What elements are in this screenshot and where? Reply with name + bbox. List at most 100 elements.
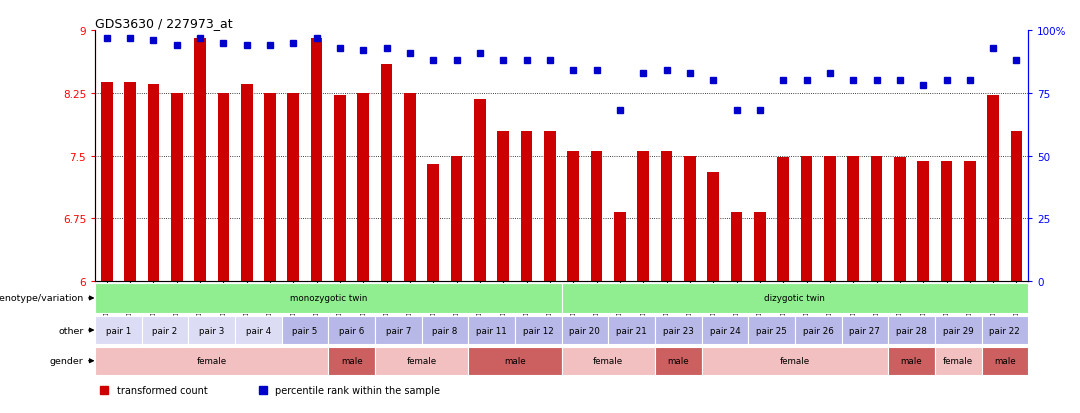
Text: dizygotic twin: dizygotic twin [765,294,825,303]
Bar [375,316,421,344]
Bar [95,283,562,313]
Text: pair 7: pair 7 [386,326,411,335]
Text: pair 5: pair 5 [293,326,318,335]
Bar [615,212,625,282]
Text: male: male [504,356,526,366]
Bar [562,347,654,375]
Bar [731,212,742,282]
Text: pair 6: pair 6 [339,326,364,335]
Bar [375,347,469,375]
Bar [795,316,841,344]
Bar [148,85,159,282]
Bar [498,131,509,282]
Text: pair 20: pair 20 [569,326,600,335]
Bar [608,316,654,344]
Text: pair 12: pair 12 [523,326,554,335]
Bar [870,156,882,282]
Bar [684,156,696,282]
Bar [282,316,328,344]
Bar [964,161,975,282]
Text: pair 1: pair 1 [106,326,131,335]
Text: pair 3: pair 3 [199,326,225,335]
Bar [404,94,416,282]
Text: pair 2: pair 2 [152,326,177,335]
Text: pair 22: pair 22 [989,326,1021,335]
Text: GDS3630 / 227973_at: GDS3630 / 227973_at [95,17,232,30]
Bar [450,156,462,282]
Bar [654,316,702,344]
Bar [702,316,748,344]
Bar [265,94,275,282]
Bar [661,152,673,282]
Bar [841,316,888,344]
Text: female: female [593,356,623,366]
Bar [124,83,136,282]
Bar [421,316,469,344]
Bar [917,161,929,282]
Bar [654,347,702,375]
Text: male: male [994,356,1015,366]
Bar [935,347,982,375]
Bar [188,316,235,344]
Text: monozygotic twin: monozygotic twin [289,294,367,303]
Bar [95,347,328,375]
Text: male: male [901,356,922,366]
Text: pair 8: pair 8 [432,326,458,335]
Text: pair 27: pair 27 [850,326,880,335]
Text: pair 29: pair 29 [943,326,973,335]
Bar [824,156,836,282]
Bar [1011,131,1023,282]
Text: pair 26: pair 26 [802,326,834,335]
Bar [141,316,188,344]
Bar [469,347,562,375]
Bar [935,316,982,344]
Text: female: female [780,356,810,366]
Bar [544,131,556,282]
Text: other: other [58,326,83,335]
Bar [982,347,1028,375]
Text: female: female [406,356,436,366]
Bar [171,94,183,282]
Bar [328,347,375,375]
Bar [100,83,112,282]
Bar [287,94,299,282]
Bar [428,165,440,282]
Bar [95,316,141,344]
Text: male: male [667,356,689,366]
Bar [235,316,282,344]
Text: pair 21: pair 21 [617,326,647,335]
Bar [381,64,392,282]
Text: female: female [943,356,973,366]
Text: gender: gender [50,356,83,366]
Bar [562,283,1028,313]
Bar [357,94,369,282]
Text: male: male [341,356,363,366]
Bar [748,316,795,344]
Text: transformed count: transformed count [117,385,207,395]
Bar [987,96,999,282]
Bar [707,173,719,282]
Bar [848,156,859,282]
Bar [194,39,206,282]
Bar [515,316,562,344]
Text: pair 25: pair 25 [756,326,787,335]
Bar [311,39,323,282]
Bar [567,152,579,282]
Bar [941,161,953,282]
Text: pair 23: pair 23 [663,326,693,335]
Bar [334,96,346,282]
Bar [241,85,253,282]
Text: genotype/variation: genotype/variation [0,294,83,303]
Bar [778,158,789,282]
Bar [888,347,935,375]
Text: pair 4: pair 4 [246,326,271,335]
Bar [888,316,935,344]
Bar [328,316,375,344]
Text: pair 24: pair 24 [710,326,740,335]
Text: pair 28: pair 28 [896,326,927,335]
Bar [469,316,515,344]
Bar [562,316,608,344]
Text: pair 11: pair 11 [476,326,507,335]
Bar [982,316,1028,344]
Bar [521,131,532,282]
